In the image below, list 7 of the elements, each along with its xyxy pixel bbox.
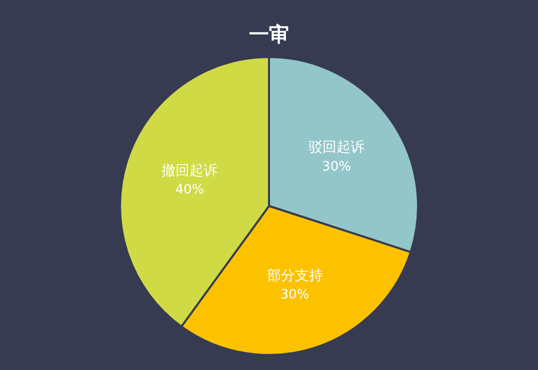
slice-label: 部分支持	[266, 268, 323, 284]
data-label: 40%	[175, 182, 204, 198]
data-label: 30%	[280, 288, 310, 303]
chart-title: 一审	[249, 22, 289, 46]
slice-label: 撤回起诉	[162, 162, 218, 179]
slice-label: 驳回起诉	[308, 140, 365, 156]
data-label: 30%	[322, 159, 351, 174]
